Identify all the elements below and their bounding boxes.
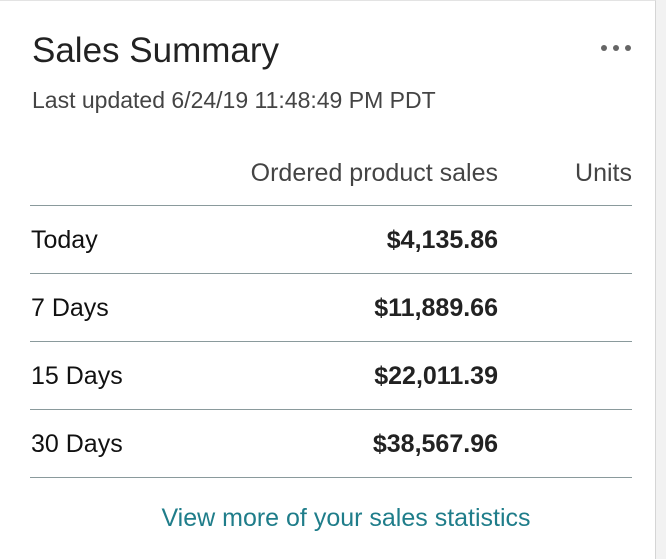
table-row: 7 Days $11,889.66 <box>30 274 632 342</box>
column-header: Units <box>575 159 632 187</box>
view-more-link[interactable]: View more of your sales statistics <box>161 504 531 532</box>
more-menu[interactable] <box>600 43 634 53</box>
period-label: 30 Days <box>31 430 123 458</box>
period-label: 15 Days <box>31 362 123 390</box>
sales-value: $38,567.96 <box>372 430 498 458</box>
table-row: 30 Days $38,567.96 <box>30 410 632 478</box>
column-header: Ordered product sales <box>250 159 498 187</box>
table-row: 15 Days $22,011.39 <box>30 342 632 410</box>
last-updated: Last updated 6/24/19 11:48:49 PM PDT <box>32 87 436 113</box>
period-label: Today <box>31 226 98 254</box>
card-title: Sales Summary <box>32 31 280 70</box>
divider <box>30 205 632 206</box>
period-label: 7 Days <box>31 294 109 322</box>
sales-value: $11,889.66 <box>374 294 498 322</box>
sales-value: $4,135.86 <box>386 226 498 254</box>
table-row: Today $4,135.86 <box>30 206 632 274</box>
sales-value: $22,011.39 <box>374 362 498 390</box>
